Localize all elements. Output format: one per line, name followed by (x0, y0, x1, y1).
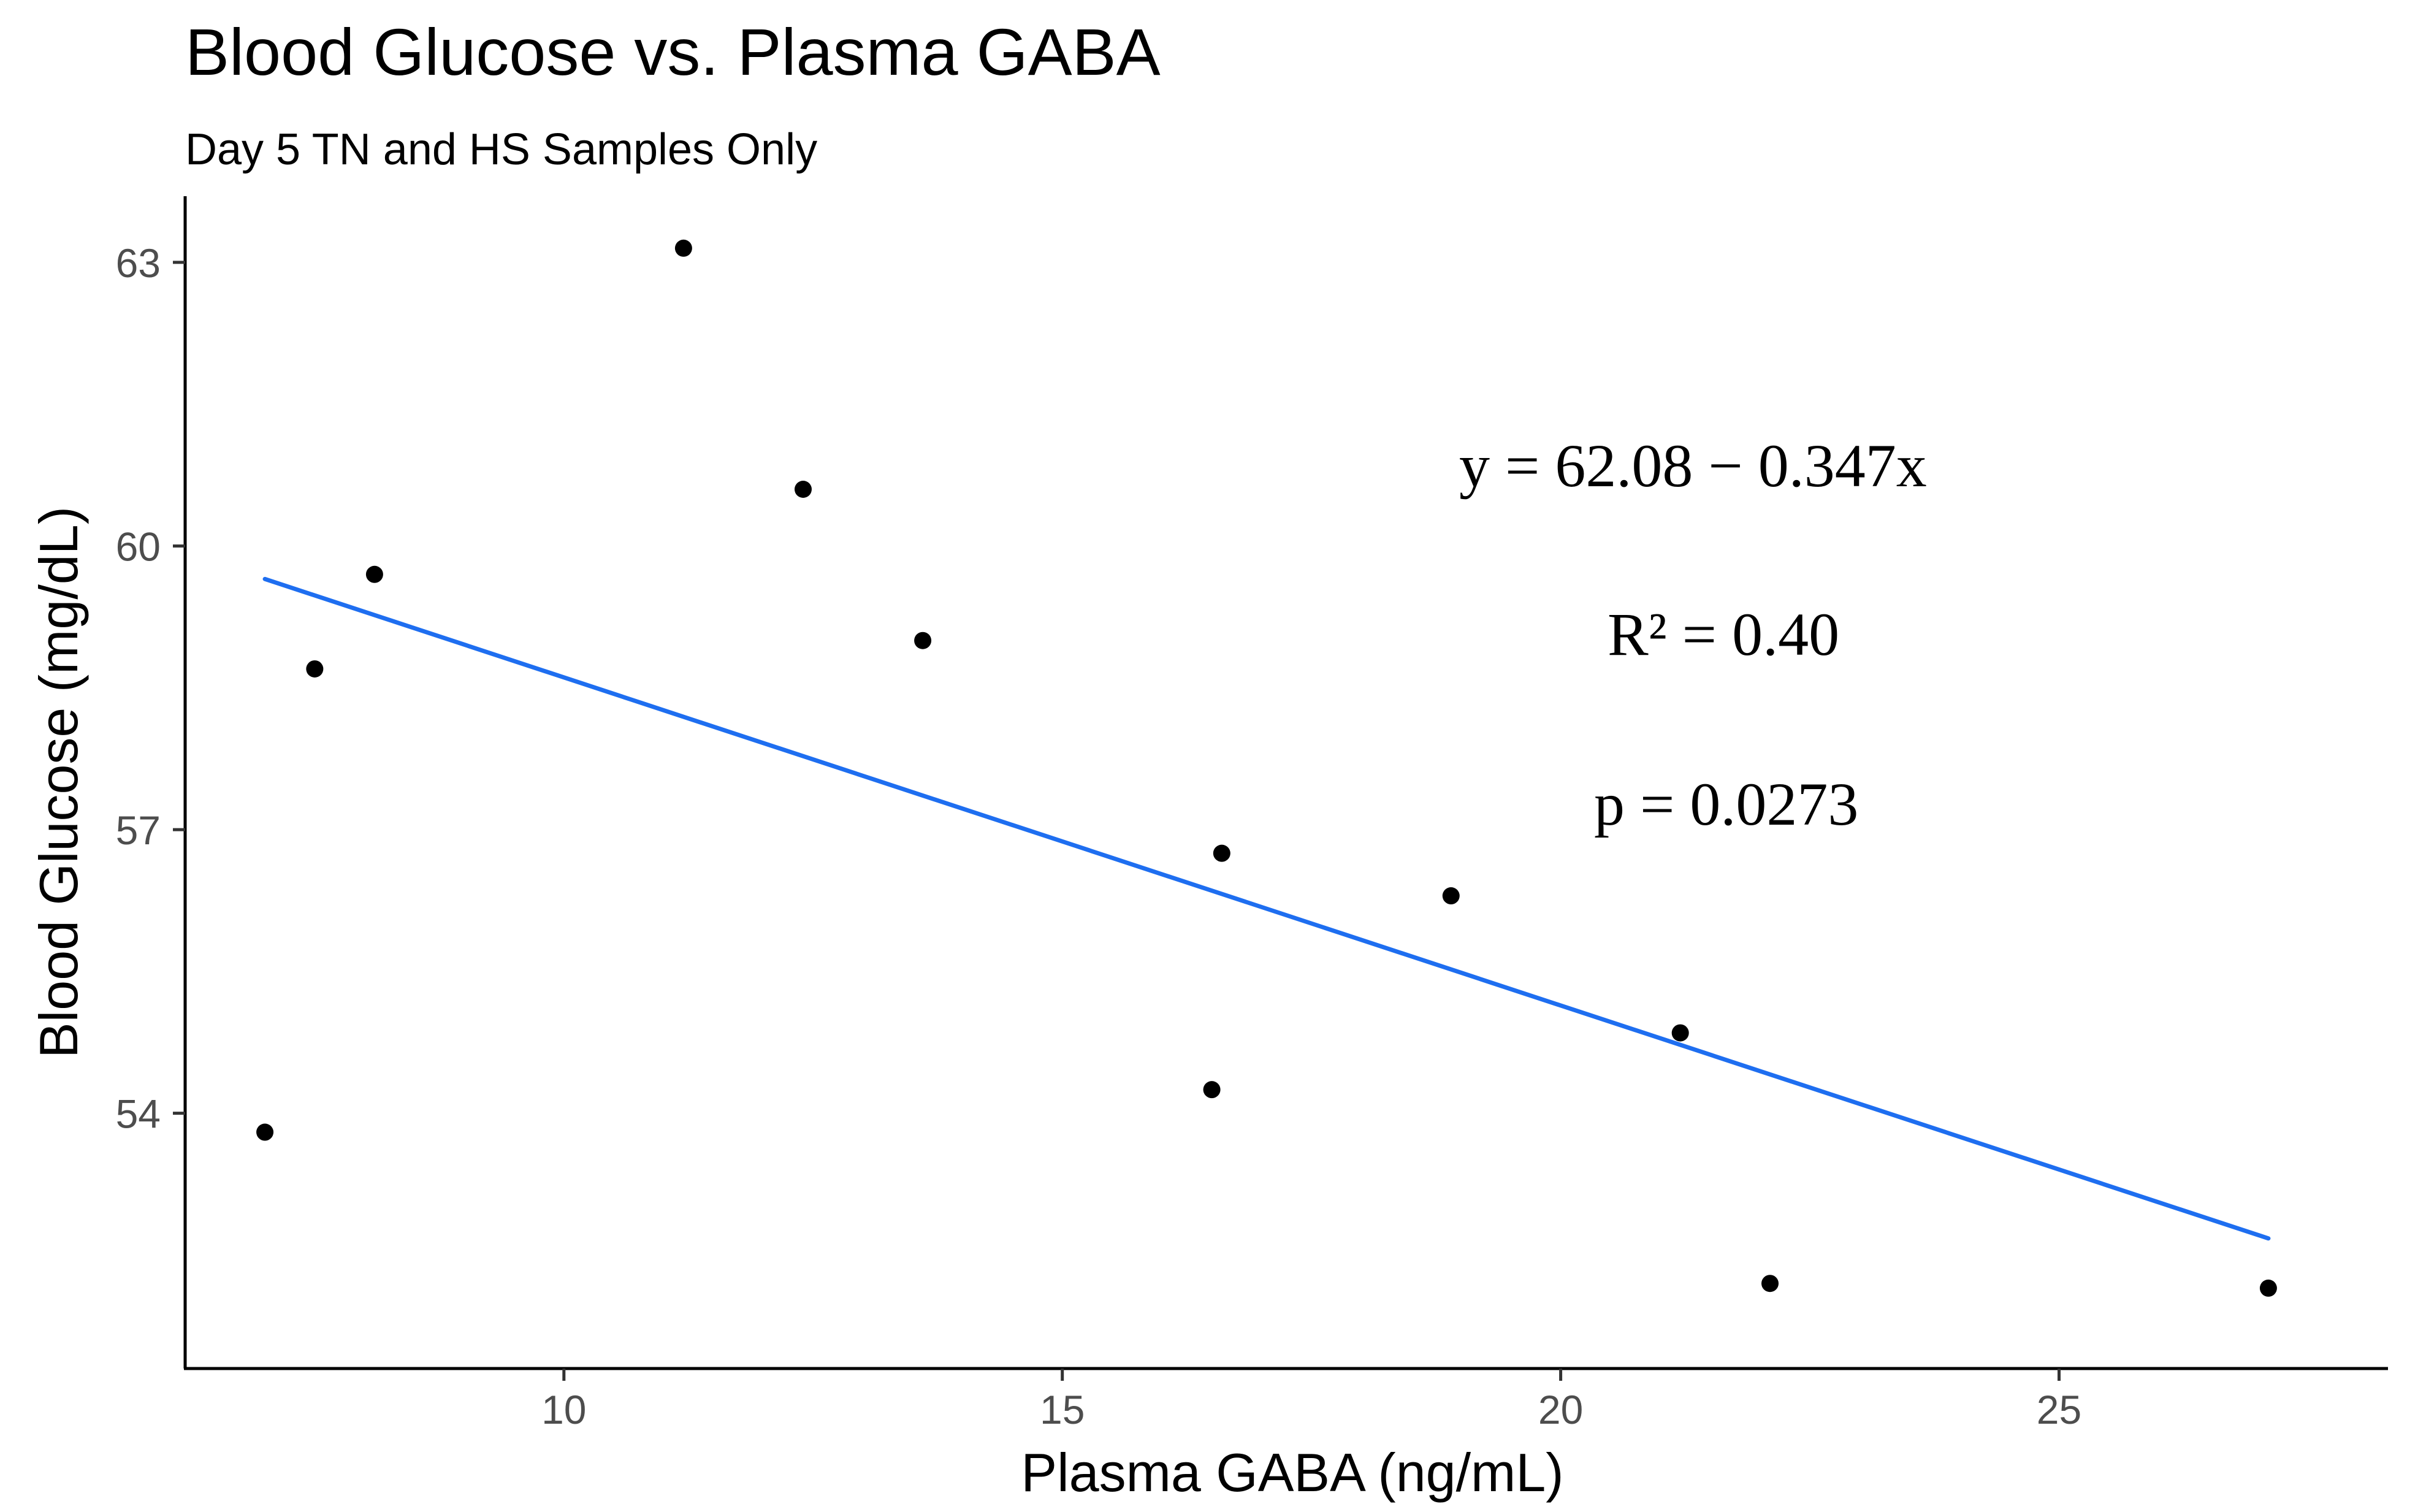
chart-subtitle: Day 5 TN and HS Samples Only (185, 125, 817, 174)
data-point (1203, 1081, 1221, 1099)
data-point (306, 660, 324, 678)
data-point (914, 632, 932, 649)
annotation-p-value: p = 0.0273 (1594, 770, 1858, 838)
annotation-r-squared: R² = 0.40 (1608, 600, 1839, 668)
y-tick-label: 63 (116, 240, 161, 286)
chart-title: Blood Glucose vs. Plasma GABA (185, 15, 1161, 89)
axis-ticks: 10 15 20 25 54 57 60 63 (116, 240, 2082, 1432)
annotation-equation: y = 62.08 − 0.347x (1459, 432, 1927, 500)
data-points (256, 239, 2277, 1297)
data-point (256, 1123, 274, 1141)
annotations: y = 62.08 − 0.347x R² = 0.40 p = 0.0273 (1459, 432, 1927, 838)
y-tick-label: 60 (116, 524, 161, 570)
data-point (2259, 1279, 2277, 1297)
x-tick-label: 10 (541, 1387, 586, 1432)
x-tick-label: 20 (1538, 1387, 1583, 1432)
data-point (794, 481, 812, 498)
data-point (1761, 1275, 1779, 1292)
data-point (365, 565, 383, 583)
x-axis-label: Plasma GABA (ng/mL) (1021, 1442, 1563, 1503)
fit-line (262, 576, 2271, 1241)
x-tick-label: 15 (1040, 1387, 1085, 1432)
data-point (1213, 844, 1230, 862)
regression-line (262, 576, 2271, 1241)
x-tick-label: 25 (2037, 1387, 2081, 1432)
y-axis-label: Blood Glucose (mg/dL) (28, 506, 89, 1058)
data-point (1671, 1024, 1689, 1042)
data-point (674, 239, 692, 257)
y-tick-label: 57 (116, 808, 161, 853)
y-tick-label: 54 (116, 1091, 161, 1137)
data-point (1442, 887, 1460, 905)
